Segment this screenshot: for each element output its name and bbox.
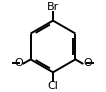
Text: O: O: [14, 59, 23, 68]
Text: Cl: Cl: [48, 81, 58, 91]
Text: O: O: [83, 59, 92, 68]
Text: Br: Br: [47, 2, 59, 12]
